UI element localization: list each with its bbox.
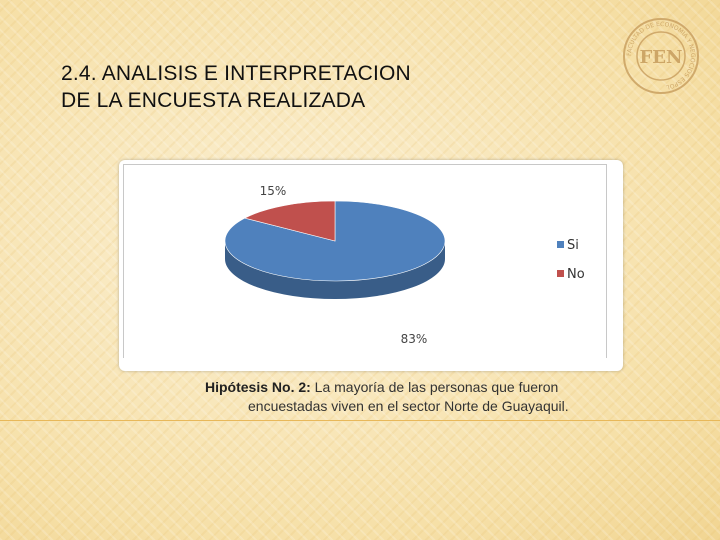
hypothesis-caption: Hipótesis No. 2: La mayoría de las perso…	[205, 378, 625, 416]
legend-item-no-label: No	[567, 267, 585, 282]
data-label-no: 15%	[260, 184, 287, 198]
hypothesis-text-2: encuestadas viven en el sector Norte de …	[248, 398, 569, 414]
chart-container: 15% 83% Si No	[119, 160, 623, 371]
pie-slice-no	[243, 200, 336, 242]
legend-item-si-label: Si	[567, 238, 579, 253]
data-label-si: 83%	[401, 332, 428, 346]
title-line-1: 2.4. ANALISIS E INTERPRETACION	[61, 62, 411, 85]
title-line-2: DE LA ENCUESTA REALIZADA	[61, 89, 366, 112]
pie-chart: 15% 83% Si No	[224, 184, 585, 346]
logo-text: FEN	[640, 47, 683, 68]
legend-item-si-swatch	[557, 241, 564, 248]
chart-plot-area: 15% 83% Si No	[123, 164, 607, 358]
hypothesis-label: Hipótesis No. 2:	[205, 379, 311, 395]
legend-item-no-swatch	[557, 270, 564, 277]
divider-line	[0, 420, 720, 421]
fen-logo-icon: FACULTAD DE ECONOMIA Y NEGOCIOS ESPOL FE…	[623, 18, 699, 94]
slide-title: 2.4. ANALISIS E INTERPRETACION DE LA ENC…	[61, 60, 411, 114]
hypothesis-text-1: La mayoría de las personas que fueron	[310, 379, 559, 395]
pie-side-si	[225, 241, 445, 299]
